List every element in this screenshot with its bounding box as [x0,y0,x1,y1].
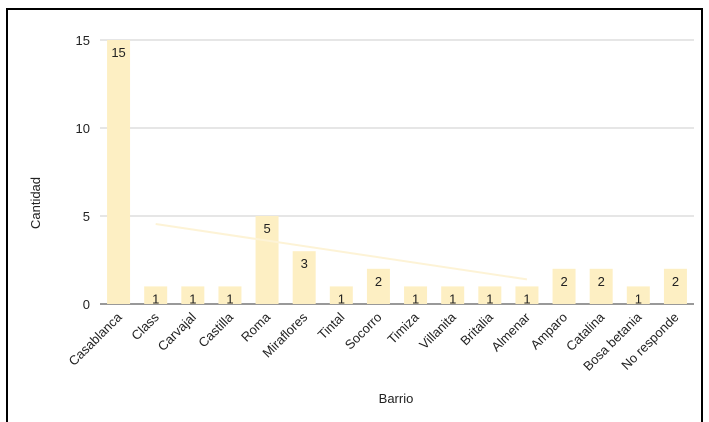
x-tick-label: Casablanca [66,309,126,369]
x-tick-label: Roma [238,309,274,345]
data-label: 2 [672,274,679,289]
data-label: 5 [263,221,270,236]
gridlines [100,39,694,305]
bar [663,268,687,304]
data-label: 1 [635,291,642,306]
bar [181,286,205,304]
data-label: 1 [486,291,493,306]
y-tick-label: 15 [76,33,90,48]
bar [329,286,353,304]
bar [107,40,131,304]
bar [478,286,502,304]
x-axis-label: Barrio [379,391,414,406]
data-label: 1 [449,291,456,306]
y-ticks: 0 5 10 15 [76,33,90,312]
bar [589,268,613,304]
bar [404,286,428,304]
data-label: 1 [338,291,345,306]
y-tick-label: 5 [83,209,90,224]
bar [144,286,168,304]
x-tick-label: Carvajal [155,309,199,353]
x-tick-label: Castilla [195,309,236,350]
data-label: 15 [111,45,125,60]
x-tick-label: Amparo [527,310,570,353]
y-axis-label: Cantidad [28,177,43,229]
y-tick-label: 10 [76,121,90,136]
data-label: 1 [189,291,196,306]
x-tick-label: Socorro [342,310,385,353]
bar [626,286,650,304]
x-tick-label: Almenar [488,309,533,354]
data-label: 2 [598,274,605,289]
bar [292,251,316,304]
bar [441,286,465,304]
trend-line [155,223,528,281]
bars [107,40,687,304]
y-tick-label: 0 [83,297,90,312]
x-tick-label: Villanita [416,309,459,352]
bar [255,216,279,304]
data-label: 1 [412,291,419,306]
data-label: 3 [301,256,308,271]
data-label: 1 [152,291,159,306]
data-label: 1 [226,291,233,306]
data-label: 1 [523,291,530,306]
data-label: 2 [560,274,567,289]
bar [552,268,576,304]
bar [218,286,242,304]
bar [366,268,390,304]
data-label: 2 [375,274,382,289]
x-tick-label: Tintal [315,309,348,342]
bar [515,286,539,304]
x-tick-label: Class [128,309,162,343]
